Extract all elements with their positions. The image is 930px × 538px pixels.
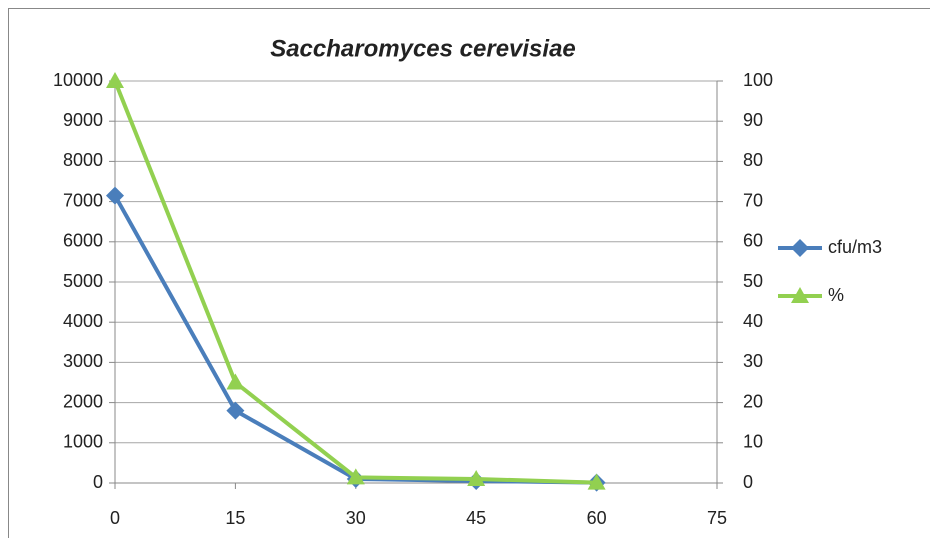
- legend-label: %: [828, 285, 844, 305]
- x-tick-label: 75: [707, 508, 727, 528]
- y2-tick-label: 70: [743, 190, 763, 210]
- y-tick-label: 10000: [53, 70, 103, 90]
- marker: [791, 287, 809, 303]
- y2-tick-label: 20: [743, 391, 763, 411]
- y2-tick-label: 10: [743, 432, 763, 452]
- y2-tick-label: 30: [743, 351, 763, 371]
- chart-title: Saccharomyces cerevisiae: [270, 35, 576, 62]
- marker: [791, 239, 809, 257]
- y2-tick-label: 90: [743, 110, 763, 130]
- x-tick-label: 30: [346, 508, 366, 528]
- y-tick-label: 4000: [63, 311, 103, 331]
- y-tick-label: 0: [93, 472, 103, 492]
- y2-tick-label: 100: [743, 70, 773, 90]
- marker: [467, 469, 486, 486]
- y-tick-label: 8000: [63, 150, 103, 170]
- marker: [106, 186, 124, 205]
- y-tick-label: 7000: [63, 190, 103, 210]
- x-tick-label: 0: [110, 508, 120, 528]
- marker: [226, 373, 245, 390]
- y2-tick-label: 50: [743, 271, 763, 291]
- x-tick-label: 45: [466, 508, 486, 528]
- y2-tick-label: 40: [743, 311, 763, 331]
- chart-frame: [8, 8, 930, 538]
- y-tick-label: 1000: [63, 432, 103, 452]
- legend-label: cfu/m3: [828, 237, 882, 257]
- marker: [587, 473, 606, 490]
- y-tick-label: 5000: [63, 271, 103, 291]
- y-tick-label: 3000: [63, 351, 103, 371]
- y-tick-label: 6000: [63, 231, 103, 251]
- x-tick-label: 15: [225, 508, 245, 528]
- y2-tick-label: 80: [743, 150, 763, 170]
- x-tick-label: 60: [587, 508, 607, 528]
- y2-tick-label: 0: [743, 472, 753, 492]
- y2-tick-label: 60: [743, 231, 763, 251]
- y-tick-label: 2000: [63, 391, 103, 411]
- marker: [346, 468, 365, 485]
- marker: [226, 401, 245, 420]
- y-tick-label: 9000: [63, 110, 103, 130]
- marker: [106, 72, 124, 88]
